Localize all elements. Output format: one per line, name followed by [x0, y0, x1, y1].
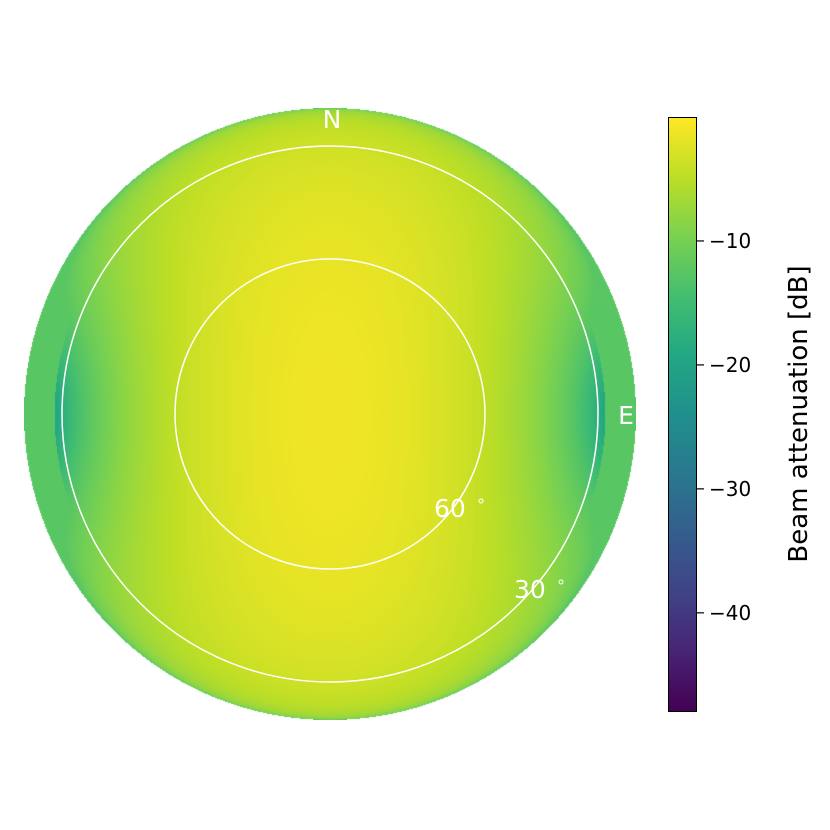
elevation-label-30-value: 30 — [514, 575, 546, 604]
elevation-label-60: 60 ∘ — [434, 491, 486, 523]
colorbar-gradient — [669, 118, 696, 711]
elevation-circle-30 — [61, 145, 599, 683]
colorbar-tick-label: −30 — [709, 477, 751, 501]
elevation-label-60-value: 60 — [434, 494, 466, 523]
elevation-label-30: 30 ∘ — [514, 572, 566, 604]
colorbar-tick-label: −40 — [709, 601, 751, 625]
elevation-circle-60 — [174, 258, 486, 570]
beam-attenuation-heatmap — [24, 108, 636, 720]
colorbar-ticks: −10 −20 −30 −40 — [697, 229, 751, 625]
colorbar-tick-label: −10 — [709, 229, 751, 253]
colorbar-frame — [668, 117, 697, 712]
elevation-label-30-degree: ∘ — [556, 572, 566, 591]
elevation-label-60-degree: ∘ — [476, 491, 486, 510]
direction-label-north: N — [323, 105, 342, 134]
colorbar-tick-label: −20 — [709, 353, 751, 377]
colorbar-label: Beam attenuation [dB] — [784, 265, 814, 562]
direction-label-east: E — [618, 401, 634, 430]
elevation-circles — [61, 145, 599, 683]
